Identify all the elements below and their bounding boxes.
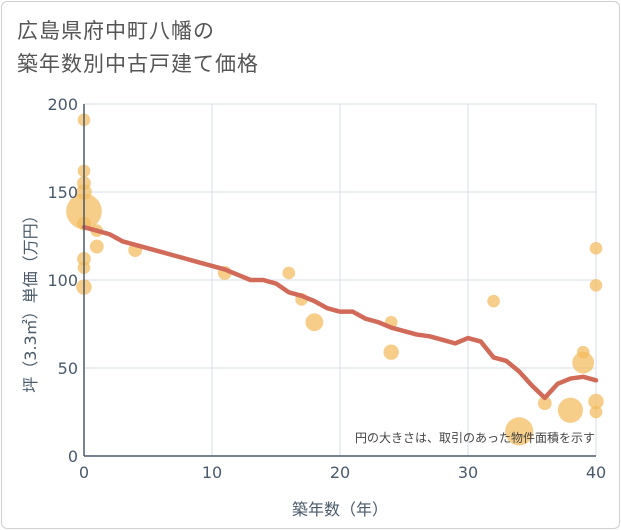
trend-line [81, 224, 599, 401]
x-tick-label: 20 [330, 463, 350, 482]
chart-title-line1: 広島県府中町八幡の [17, 19, 215, 43]
gridlines [84, 103, 597, 456]
x-axis-label: 築年数（年） [292, 500, 388, 519]
data-point [383, 344, 399, 360]
data-point [305, 313, 324, 332]
data-point [537, 396, 552, 411]
size-note: 円の大きさは、取引のあった物件面積を示す [355, 430, 595, 445]
data-point [589, 278, 603, 292]
x-tick-label: 0 [79, 463, 89, 482]
tick-labels: 0 50 100 150 200 0 10 20 30 40 [47, 95, 606, 482]
y-axis-label: 坪（3.3㎡）単価（万円） [21, 207, 40, 392]
chart-title: 広島県府中町八幡の 築年数別中古戸建て価格 [17, 15, 259, 81]
data-point [576, 345, 590, 359]
data-point [487, 294, 500, 308]
trend-line-group [81, 224, 599, 401]
y-tick-label: 200 [47, 95, 78, 114]
chart-title-line2: 築年数別中古戸建て価格 [17, 52, 259, 76]
x-tick-label: 40 [586, 463, 606, 482]
data-point [282, 266, 296, 280]
axes [83, 104, 596, 457]
data-point [572, 351, 595, 374]
data-point [505, 417, 534, 446]
y-tick-label: 100 [47, 271, 78, 290]
data-point [589, 242, 603, 255]
x-tick-label: 30 [458, 463, 478, 482]
y-tick-label: 150 [47, 183, 78, 202]
x-tick-label: 10 [202, 463, 222, 482]
data-point [589, 405, 603, 419]
data-point [557, 397, 584, 423]
data-point [588, 393, 604, 410]
bubbles [66, 113, 604, 446]
y-tick-label: 0 [68, 447, 78, 466]
data-point [89, 239, 104, 254]
y-tick-label: 50 [58, 359, 78, 378]
